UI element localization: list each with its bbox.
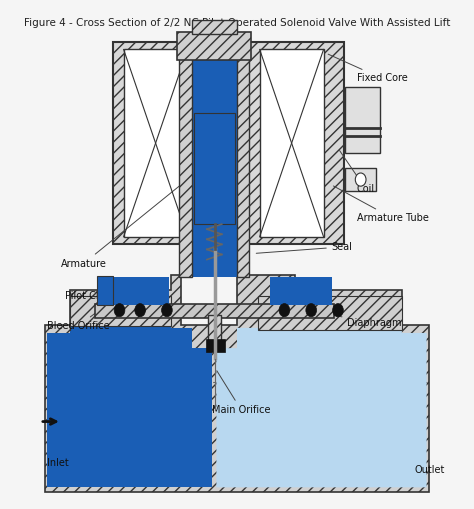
Polygon shape [260, 49, 324, 237]
Text: Pilot Chamber: Pilot Chamber [65, 291, 134, 301]
Polygon shape [95, 303, 334, 318]
Text: Armature: Armature [61, 178, 190, 269]
Circle shape [114, 303, 125, 317]
Polygon shape [177, 32, 251, 60]
Circle shape [279, 303, 290, 317]
Polygon shape [257, 296, 402, 330]
Text: Main Orifice: Main Orifice [212, 371, 271, 415]
Polygon shape [113, 42, 344, 244]
Polygon shape [47, 298, 212, 487]
Polygon shape [97, 279, 167, 304]
Polygon shape [191, 34, 237, 277]
Polygon shape [191, 20, 237, 34]
Polygon shape [194, 113, 235, 224]
Text: Coil: Coil [339, 151, 374, 194]
Polygon shape [237, 34, 249, 277]
Polygon shape [179, 34, 191, 277]
Polygon shape [70, 296, 171, 330]
Polygon shape [270, 277, 332, 305]
Circle shape [135, 303, 146, 317]
Circle shape [333, 303, 343, 317]
Text: Diaphragm: Diaphragm [314, 312, 402, 328]
Polygon shape [345, 168, 376, 191]
Text: Armature Tube: Armature Tube [333, 186, 428, 223]
Text: Figure 4 - Cross Section of 2/2 NC Pilot Operated Solenoid Valve With Assisted L: Figure 4 - Cross Section of 2/2 NC Pilot… [24, 18, 450, 27]
Text: Fixed Core: Fixed Core [328, 54, 407, 83]
Circle shape [356, 173, 366, 186]
Circle shape [162, 303, 172, 317]
Text: Outlet: Outlet [414, 465, 445, 475]
Polygon shape [208, 315, 220, 348]
Text: Seal: Seal [256, 242, 353, 253]
Polygon shape [97, 277, 169, 305]
Polygon shape [217, 298, 427, 487]
Polygon shape [124, 49, 188, 237]
Polygon shape [345, 88, 380, 153]
Circle shape [306, 303, 317, 317]
Text: Inlet: Inlet [46, 458, 68, 468]
Polygon shape [46, 275, 428, 492]
Polygon shape [206, 339, 225, 352]
Text: Bleed Orifice: Bleed Orifice [46, 306, 109, 331]
Polygon shape [97, 276, 113, 305]
